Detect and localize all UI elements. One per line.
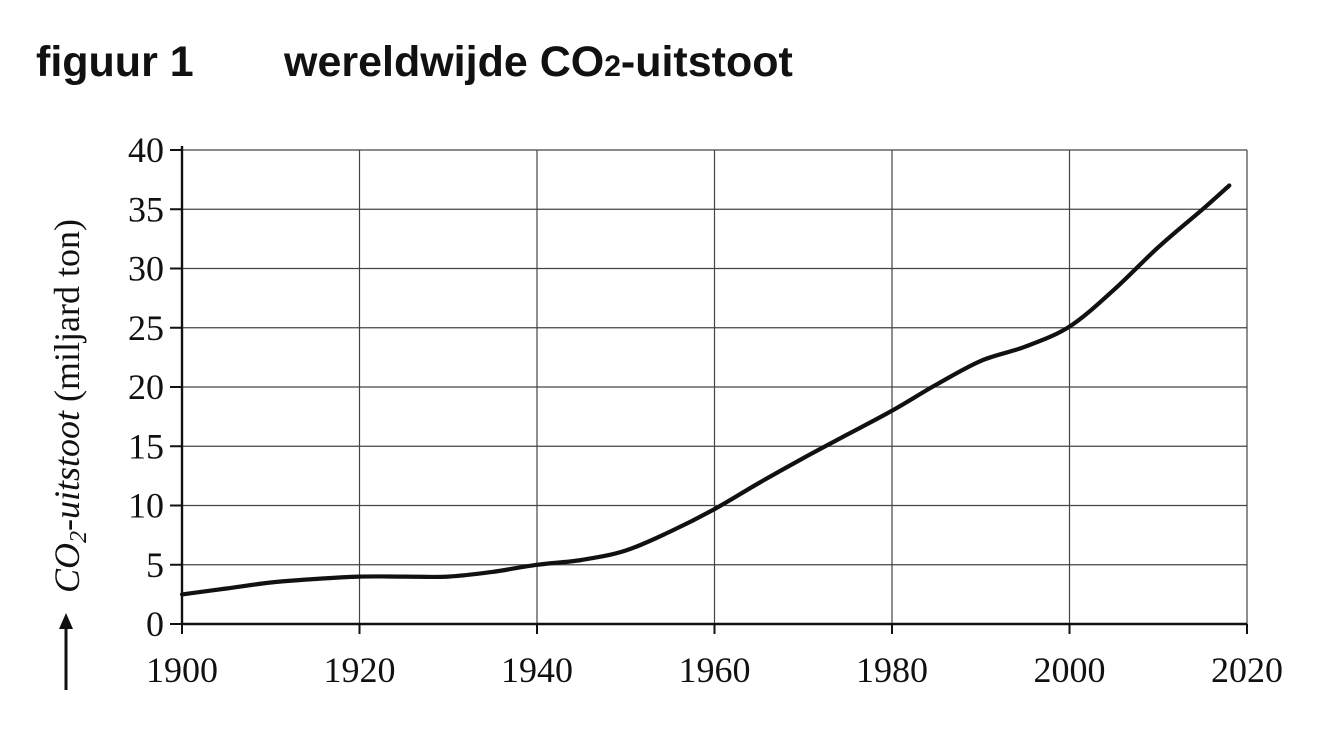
x-tick-label: 1940 bbox=[501, 650, 573, 690]
x-tick-label: 2020 bbox=[1211, 650, 1283, 690]
x-tick-label: 1960 bbox=[679, 650, 751, 690]
y-tick-label: 5 bbox=[146, 545, 164, 585]
series-layer bbox=[179, 183, 1232, 597]
x-tick-label: 1980 bbox=[856, 650, 928, 690]
axes bbox=[170, 146, 1248, 634]
figure-heading-subscript: 2 bbox=[604, 50, 621, 83]
grid-lines bbox=[182, 149, 1248, 624]
y-tick-label: 30 bbox=[128, 249, 164, 289]
x-tick-label: 1920 bbox=[324, 650, 396, 690]
y-tick-label: 25 bbox=[128, 308, 164, 348]
y-tick-label: 35 bbox=[128, 189, 164, 229]
y-axis-label-uitstoot: -uitstoot bbox=[47, 410, 87, 531]
y-tick-label: 20 bbox=[128, 367, 164, 407]
y-tick-label: 10 bbox=[128, 486, 164, 526]
y-axis-label-group: CO2-uitstoot (miljard ton) bbox=[47, 219, 92, 593]
y-axis-label-subscript: 2 bbox=[66, 531, 92, 543]
figure-label: figuur 1 bbox=[36, 38, 194, 86]
x-tick-label: 2000 bbox=[1034, 650, 1106, 690]
figure-heading-main: wereldwijde CO bbox=[284, 38, 605, 86]
y-axis-label-co: CO bbox=[47, 543, 87, 593]
y-tick-label: 0 bbox=[146, 604, 164, 644]
figure-heading: wereldwijde CO2-uitstoot bbox=[284, 38, 793, 87]
co2-series-line bbox=[179, 183, 1232, 597]
x-tick-labels: 1900 1920 1940 1960 1980 2000 2020 bbox=[146, 650, 1283, 690]
y-tick-label: 40 bbox=[128, 130, 164, 170]
x-tick-label: 1900 bbox=[146, 650, 218, 690]
figure-heading-rest: -uitstoot bbox=[620, 38, 793, 86]
y-axis-label: CO2-uitstoot (miljard ton) bbox=[47, 219, 92, 593]
y-tick-labels: 0 5 10 15 20 25 30 35 40 bbox=[128, 130, 164, 644]
y-axis-label-unit: (miljard ton) bbox=[47, 219, 87, 411]
figure-title: figuur 1 wereldwijde CO2-uitstoot bbox=[36, 38, 793, 108]
y-tick-label: 15 bbox=[128, 426, 164, 466]
y-axis-arrow-icon bbox=[59, 613, 73, 690]
